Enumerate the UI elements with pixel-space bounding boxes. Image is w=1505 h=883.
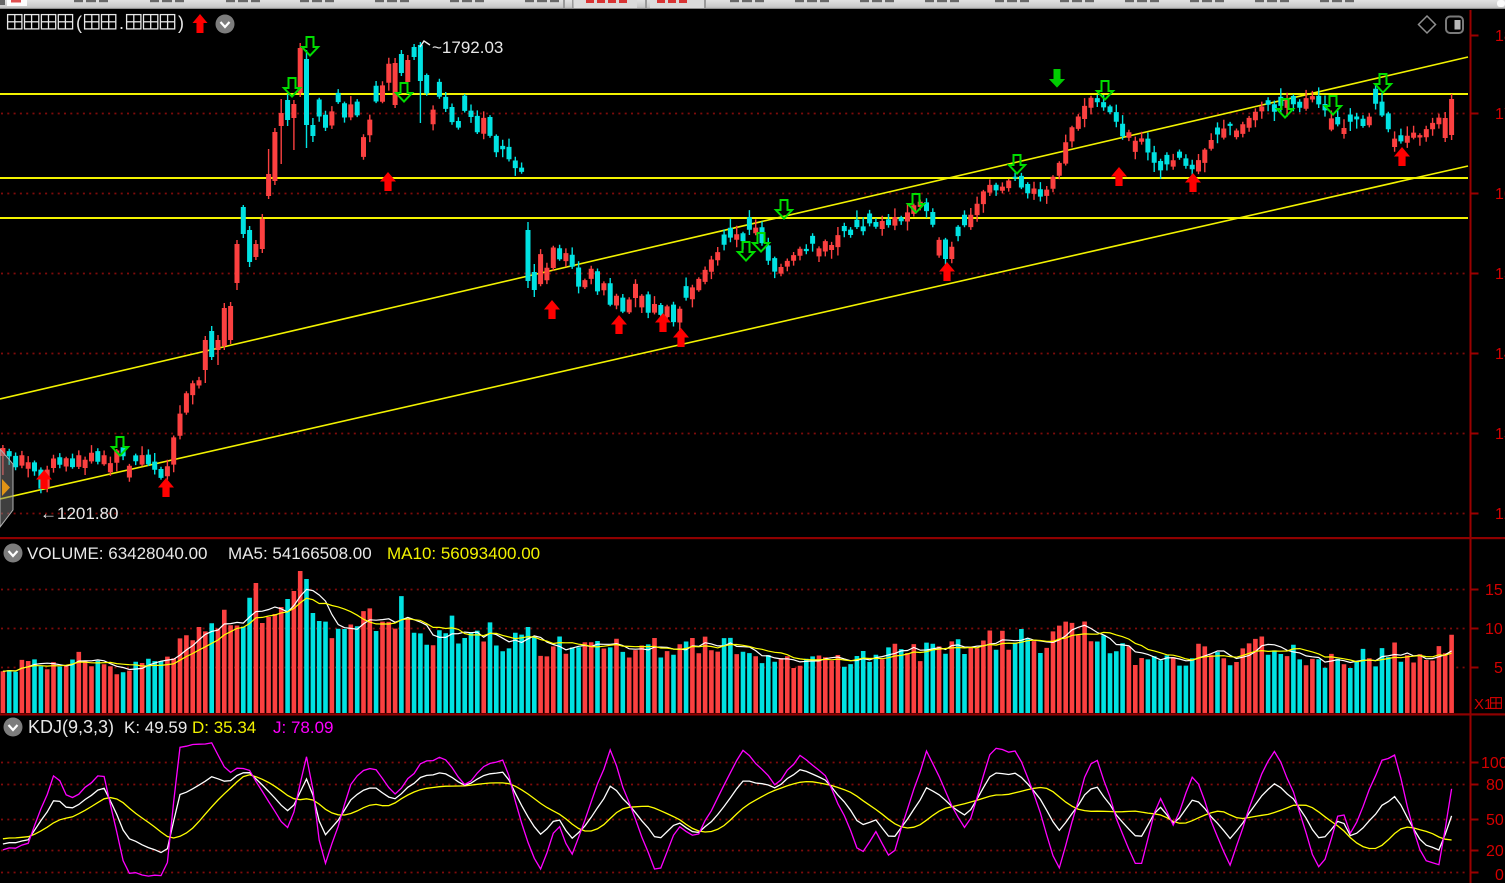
svg-text:J: 78.09: J: 78.09 [273, 718, 334, 737]
svg-text:1200: 1200 [1495, 506, 1505, 523]
svg-text:MA5: 54166508.00: MA5: 54166508.00 [228, 544, 372, 563]
svg-text:80: 80 [1486, 777, 1504, 794]
svg-text:1300: 1300 [1495, 426, 1505, 443]
svg-text:1500: 1500 [1495, 266, 1505, 283]
svg-text:20: 20 [1486, 843, 1504, 860]
svg-text:): ) [178, 13, 184, 33]
svg-text:50: 50 [1486, 812, 1504, 829]
svg-text:1700: 1700 [1495, 106, 1505, 123]
svg-text:X1: X1 [1474, 696, 1492, 713]
svg-text:←1201.80: ←1201.80 [40, 504, 118, 523]
svg-text:.: . [119, 13, 124, 33]
svg-text:1400: 1400 [1495, 346, 1505, 363]
svg-text:100: 100 [1481, 755, 1505, 772]
svg-text:0: 0 [1495, 867, 1504, 883]
svg-text:KDJ(9,3,3): KDJ(9,3,3) [28, 717, 114, 737]
svg-text:~1792.03: ~1792.03 [432, 38, 503, 57]
svg-text:1600: 1600 [1495, 186, 1505, 203]
svg-text:VOLUME: 63428040.00: VOLUME: 63428040.00 [27, 544, 208, 563]
svg-text:(: ( [76, 13, 82, 33]
svg-text:MA10: 56093400.00: MA10: 56093400.00 [387, 544, 540, 563]
svg-text:10: 10 [1485, 621, 1503, 638]
svg-text:5: 5 [1494, 660, 1503, 677]
svg-text:D: 35.34: D: 35.34 [192, 718, 256, 737]
svg-text:K: 49.59: K: 49.59 [124, 718, 187, 737]
svg-text:15: 15 [1485, 582, 1503, 599]
svg-text:1800: 1800 [1495, 28, 1505, 45]
